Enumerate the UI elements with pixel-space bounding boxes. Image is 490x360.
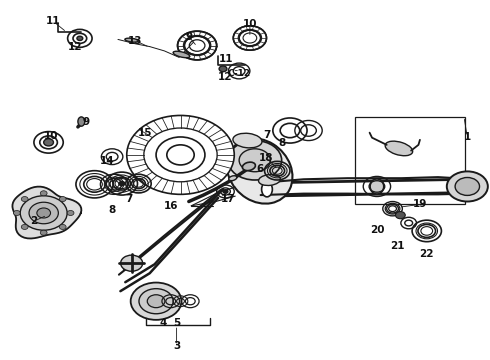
Circle shape xyxy=(139,289,173,314)
Text: 12: 12 xyxy=(68,42,82,52)
Text: 9: 9 xyxy=(185,32,193,41)
Circle shape xyxy=(29,202,58,224)
Text: 3: 3 xyxy=(173,341,180,351)
Circle shape xyxy=(223,190,228,193)
Ellipse shape xyxy=(370,179,384,194)
Circle shape xyxy=(127,116,234,194)
Circle shape xyxy=(21,197,28,202)
Circle shape xyxy=(44,139,53,146)
Text: 17: 17 xyxy=(220,194,235,204)
Text: 4: 4 xyxy=(159,319,167,328)
Circle shape xyxy=(184,36,210,55)
Text: 22: 22 xyxy=(419,248,434,258)
Circle shape xyxy=(177,31,217,60)
Text: 13: 13 xyxy=(128,36,143,46)
Ellipse shape xyxy=(233,133,262,148)
Text: 12: 12 xyxy=(218,72,233,82)
Ellipse shape xyxy=(385,141,413,156)
Circle shape xyxy=(455,177,480,195)
Bar xyxy=(355,117,465,204)
Ellipse shape xyxy=(259,175,280,185)
Circle shape xyxy=(144,128,217,182)
Text: 1: 1 xyxy=(464,132,471,142)
Ellipse shape xyxy=(78,117,85,126)
Circle shape xyxy=(233,26,267,50)
Circle shape xyxy=(59,197,66,202)
Text: 19: 19 xyxy=(413,199,427,210)
Text: C-12: C-12 xyxy=(227,69,250,78)
Text: 15: 15 xyxy=(138,128,152,138)
Ellipse shape xyxy=(229,176,237,181)
Circle shape xyxy=(40,191,47,196)
Circle shape xyxy=(219,66,227,72)
Circle shape xyxy=(59,224,66,229)
Circle shape xyxy=(77,36,83,41)
Text: 18: 18 xyxy=(259,153,273,163)
Circle shape xyxy=(37,208,50,218)
Text: 10: 10 xyxy=(44,131,58,140)
Ellipse shape xyxy=(243,162,255,171)
Text: 21: 21 xyxy=(390,241,405,251)
Circle shape xyxy=(447,171,488,202)
Text: 7: 7 xyxy=(125,194,132,204)
Circle shape xyxy=(119,181,125,186)
Text: 11: 11 xyxy=(219,54,234,64)
Text: 5: 5 xyxy=(173,319,180,328)
Text: 20: 20 xyxy=(369,225,384,235)
Ellipse shape xyxy=(227,139,293,204)
Text: 8: 8 xyxy=(108,206,116,216)
Text: 6: 6 xyxy=(256,164,263,174)
Text: 16: 16 xyxy=(164,201,178,211)
Polygon shape xyxy=(12,186,81,238)
Circle shape xyxy=(20,196,67,230)
Text: 8: 8 xyxy=(278,139,286,148)
Circle shape xyxy=(147,295,165,308)
Text: 10: 10 xyxy=(243,19,257,29)
Circle shape xyxy=(40,230,47,235)
Circle shape xyxy=(395,212,405,219)
Text: 11: 11 xyxy=(46,17,61,27)
Circle shape xyxy=(13,211,20,216)
Ellipse shape xyxy=(173,51,190,58)
Circle shape xyxy=(228,140,282,180)
Circle shape xyxy=(67,211,74,216)
Circle shape xyxy=(131,283,181,320)
Circle shape xyxy=(239,30,261,46)
Text: 2: 2 xyxy=(30,216,38,226)
Text: 7: 7 xyxy=(263,130,270,140)
Text: 14: 14 xyxy=(100,156,115,166)
Ellipse shape xyxy=(121,255,143,271)
Circle shape xyxy=(21,224,28,229)
Circle shape xyxy=(239,149,270,172)
Text: 9: 9 xyxy=(83,117,90,127)
Ellipse shape xyxy=(125,38,138,42)
Ellipse shape xyxy=(262,182,272,197)
